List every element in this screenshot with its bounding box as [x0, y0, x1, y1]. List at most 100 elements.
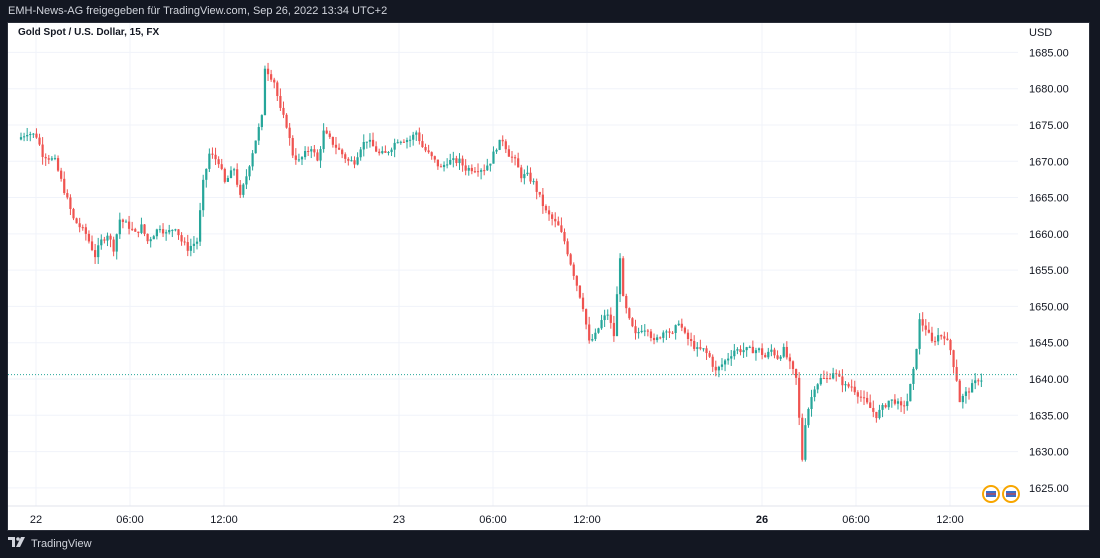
candle-body	[186, 242, 189, 251]
candle-body	[285, 114, 288, 128]
candle	[618, 253, 622, 302]
candle	[32, 133, 35, 139]
candle-body	[260, 115, 263, 128]
candle	[930, 326, 934, 343]
candle	[291, 135, 294, 159]
candle-body	[390, 149, 393, 153]
candle	[449, 153, 452, 166]
price-tick-label: 1655.00	[1029, 265, 1069, 277]
price-tick-label: 1680.00	[1029, 84, 1069, 96]
candle	[452, 151, 455, 168]
candle-body	[288, 127, 291, 139]
candle	[60, 167, 63, 182]
candle-body	[597, 328, 600, 333]
candle-body	[520, 167, 523, 179]
candle	[862, 390, 866, 406]
candle	[87, 230, 91, 244]
candle	[307, 146, 310, 156]
candle	[421, 134, 424, 148]
candle	[702, 348, 705, 352]
event-flag-icon[interactable]	[982, 485, 1000, 503]
time-tick-label: 26	[756, 514, 768, 526]
candle	[538, 191, 541, 198]
candle-body	[334, 144, 338, 148]
candle	[887, 400, 890, 410]
candle-body	[631, 318, 634, 327]
candle	[288, 122, 291, 146]
candle	[158, 225, 162, 233]
candle	[761, 343, 764, 360]
candle-body	[356, 157, 359, 165]
candle-body	[307, 150, 310, 152]
time-tick-label: 23	[393, 514, 405, 526]
candle	[736, 347, 739, 355]
candle-body	[263, 68, 267, 116]
candle	[192, 236, 196, 254]
candle-body	[177, 229, 180, 236]
candle	[375, 141, 378, 153]
candle	[22, 132, 26, 142]
tradingview-logo-icon	[8, 531, 26, 558]
candle	[38, 133, 41, 146]
candle-body	[659, 337, 662, 339]
candle-body	[813, 389, 816, 398]
candle-body	[847, 384, 850, 387]
candle	[72, 207, 75, 221]
event-flag-icon[interactable]	[1002, 485, 1020, 503]
candle-body	[399, 141, 402, 143]
candle	[171, 229, 174, 238]
candle	[84, 223, 87, 241]
candle-body	[66, 193, 69, 198]
candle	[337, 143, 341, 151]
candle-body	[189, 245, 192, 251]
candle-body	[924, 325, 927, 330]
candle	[69, 194, 72, 216]
candle	[625, 293, 628, 314]
tradingview-brand: TradingView	[31, 538, 92, 550]
candle-body	[906, 401, 909, 407]
candle	[890, 399, 893, 408]
candle-body	[146, 233, 149, 242]
candle	[850, 379, 853, 392]
candle-body	[421, 141, 424, 148]
candle	[544, 204, 548, 214]
candle-body	[270, 74, 273, 80]
candle-body	[458, 158, 461, 164]
candle-body	[915, 348, 918, 369]
candle-body	[804, 425, 807, 460]
candle	[952, 349, 955, 374]
candle-body	[87, 233, 91, 242]
chart-panel[interactable]: 1685.00 1680.00 1675.00 1670.00 1665.00 1660.…	[7, 22, 1090, 531]
candle	[294, 148, 297, 165]
candlestick-chart[interactable]: 1685.00 1680.00 1675.00 1670.00 1665.00 1660.…	[8, 23, 1090, 531]
candle-body	[507, 149, 511, 157]
candle-body	[214, 154, 217, 160]
candle-body	[955, 367, 958, 381]
candle	[492, 146, 495, 164]
candle	[967, 387, 971, 400]
tradingview-logo[interactable]: TradingView	[8, 531, 92, 558]
candle	[637, 327, 640, 339]
candle-body	[773, 349, 776, 356]
candle	[480, 168, 483, 180]
candle	[717, 365, 720, 378]
candle	[557, 216, 560, 226]
candle	[103, 236, 106, 244]
candle	[523, 169, 526, 185]
candle	[195, 237, 199, 250]
candle-body	[646, 330, 649, 332]
candle-body	[60, 170, 63, 179]
candle-body	[961, 395, 964, 403]
candle	[276, 80, 279, 102]
candle	[489, 163, 492, 172]
candle	[405, 137, 409, 149]
candle-body	[881, 404, 884, 410]
candle	[714, 360, 717, 377]
candle	[535, 178, 538, 200]
candle	[640, 324, 643, 334]
candle	[146, 233, 149, 245]
candle	[368, 133, 372, 148]
candle-body	[723, 360, 727, 365]
candle	[483, 164, 486, 176]
candle-body	[748, 346, 751, 348]
